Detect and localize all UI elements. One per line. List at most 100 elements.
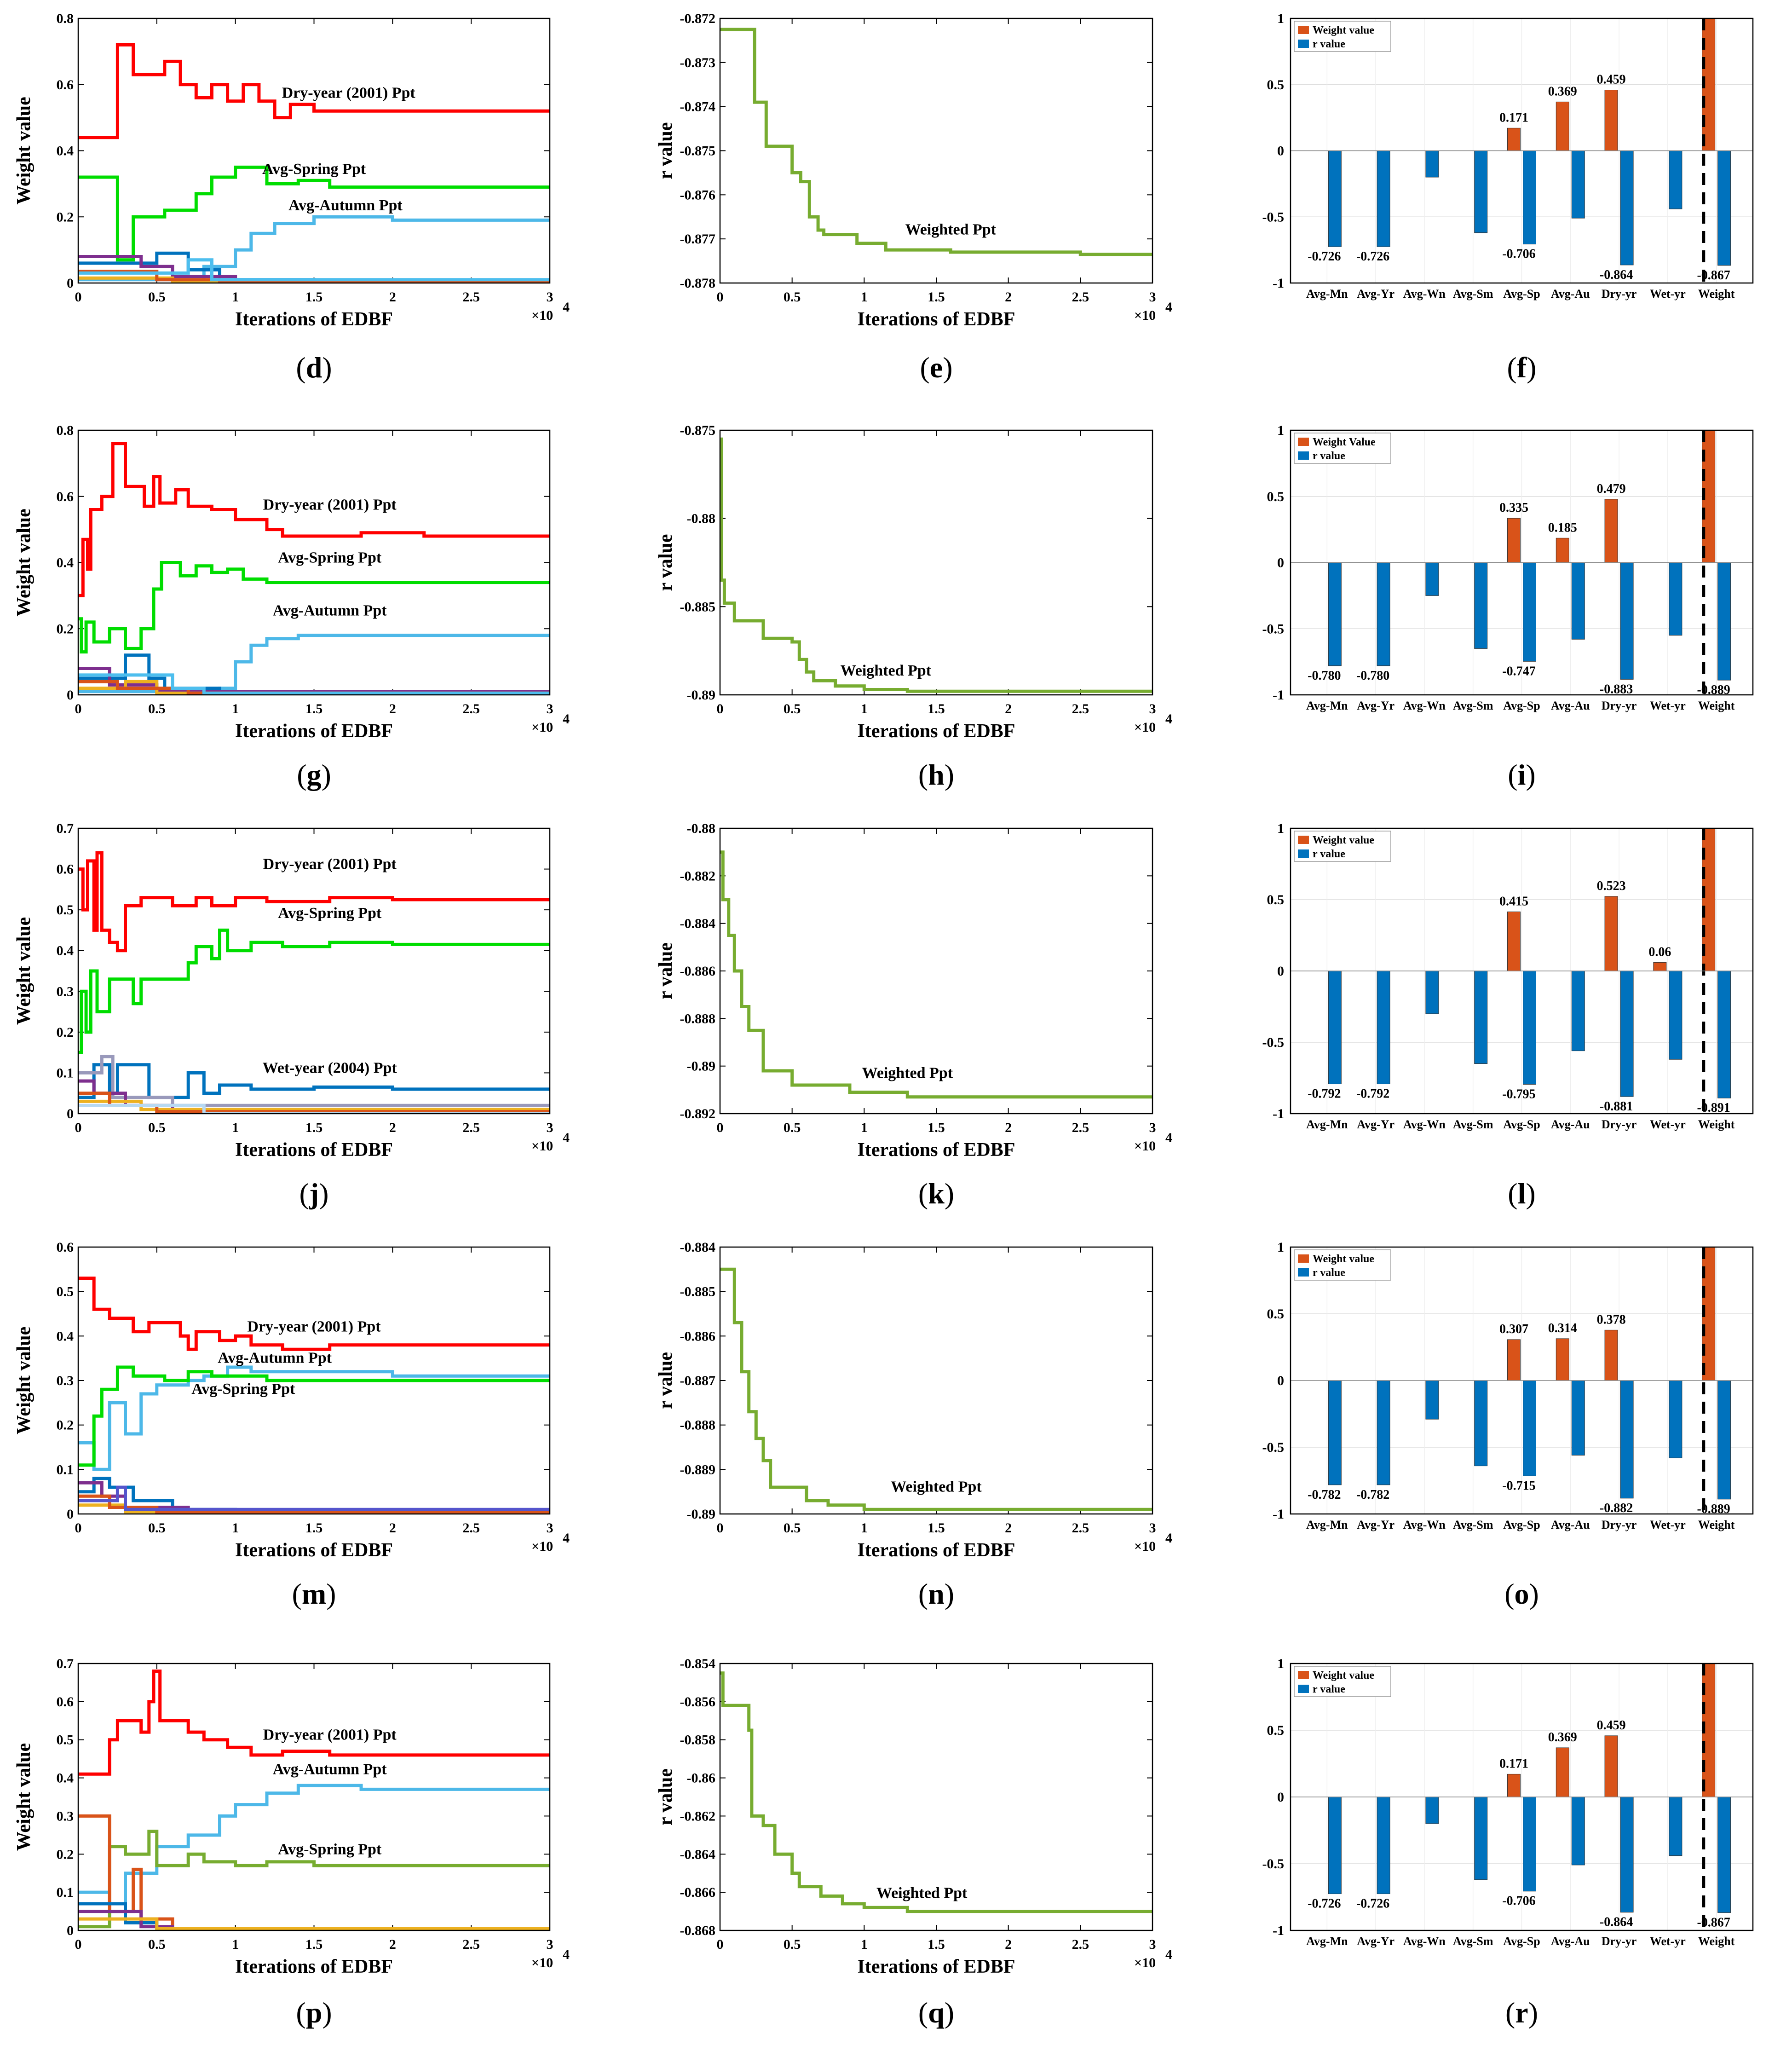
x-tick-label: 0.5 <box>148 1120 166 1135</box>
legend-box <box>1294 21 1391 52</box>
series-line-aux-6 <box>78 1917 550 1930</box>
category-label: Avg-Sm <box>1453 699 1493 712</box>
weight-data-label: 0.523 <box>1597 879 1626 893</box>
y-tick-label: -0.89 <box>687 1507 716 1522</box>
r-bar <box>1328 1797 1342 1895</box>
plot-frame <box>1290 1246 1754 1515</box>
y-tick-label: 0 <box>1277 1373 1284 1388</box>
y-tick-label: -0.89 <box>687 687 716 703</box>
y-tick-label: -0.885 <box>680 1284 716 1300</box>
plot-frame <box>719 1663 1153 1931</box>
y-tick-label: 0.5 <box>1267 489 1285 504</box>
r-data-label: -0.882 <box>1600 1501 1633 1515</box>
weight-bar <box>1604 1735 1618 1797</box>
legend-swatch-r <box>1298 1685 1309 1693</box>
series-group <box>78 851 550 1114</box>
category-label: Weight <box>1698 699 1735 712</box>
category-label: Dry-yr <box>1602 1118 1637 1131</box>
weight-bar <box>1604 499 1618 563</box>
y-tick-label: -0.892 <box>680 1106 716 1121</box>
category-label: Avg-Yr <box>1357 287 1394 300</box>
y-tick-label: 0 <box>1277 1790 1284 1805</box>
weight-data-label: 0.415 <box>1499 894 1528 908</box>
category-label: Wet-yr <box>1650 1518 1686 1531</box>
r-bar <box>1328 971 1342 1085</box>
category-label: Avg-Yr <box>1357 1118 1394 1131</box>
category-label: Avg-Mn <box>1306 1118 1348 1131</box>
series-annotation: Weighted Ppt <box>862 1065 953 1082</box>
plot-area <box>720 1247 1152 1514</box>
category-label: Avg-Yr <box>1357 699 1394 712</box>
x-tick-label: 1.5 <box>928 701 945 716</box>
x-tick-label: 0 <box>75 1937 82 1952</box>
series-annotation: Weighted Ppt <box>876 1885 968 1902</box>
y-tick-label: 0.2 <box>57 1418 74 1433</box>
x-tick-label: 0 <box>717 1520 724 1536</box>
y-tick-label: -0.854 <box>680 1656 716 1671</box>
x-tick-label: 0.5 <box>784 289 801 305</box>
r-bar <box>1571 150 1585 219</box>
chart-panel-e: 0 0.5 1 1.5 2 2.5 3 -0.878 -0.877 -0.876 -0.875 -0.… <box>655 11 1172 384</box>
r-bar <box>1717 1797 1731 1913</box>
series-annotation: Dry-year (2001) Ppt <box>263 1727 397 1744</box>
r-bar <box>1377 150 1390 247</box>
r-bar <box>1328 150 1342 247</box>
y-tick-label: -0.856 <box>680 1694 716 1710</box>
series-annotation: Avg-Autumn Ppt <box>273 602 387 619</box>
r-data-label: -0.780 <box>1308 669 1341 683</box>
y-axis-label: Weight value <box>13 1327 35 1435</box>
y-tick-label: 0 <box>67 1923 74 1938</box>
x-axis-label: Iterations of EDBF <box>858 721 1015 742</box>
series-line-aux-3 <box>78 1814 550 1930</box>
category-label: Dry-yr <box>1602 1935 1637 1948</box>
r-data-label: -0.782 <box>1308 1488 1341 1502</box>
chart-panel-p: 0 0.5 1 1.5 2 2.5 3 0 0.1 0.2 0.3 0.4 0.5 0.6 0.7 Dry-y… <box>13 1656 570 2029</box>
x-tick-label: 2.5 <box>462 1937 480 1952</box>
x-tick-label: 2.5 <box>462 1120 480 1135</box>
y-tick-label: -0.886 <box>680 964 716 979</box>
r-bar <box>1425 150 1439 178</box>
x-exponent: 4 <box>1165 300 1172 315</box>
weight-bar <box>1507 127 1521 151</box>
panel-label: (k) <box>918 1177 954 1210</box>
weight-bar <box>1507 1339 1521 1381</box>
x-exponent: 4 <box>1165 1130 1172 1145</box>
category-label: Avg-Au <box>1551 1518 1590 1531</box>
chart-panel-k: 0 0.5 1 1.5 2 2.5 3 -0.892 -0.89 -0.888 -0.886 -0.8… <box>655 821 1172 1210</box>
y-tick-label: -0.875 <box>680 144 716 159</box>
r-bar <box>1571 1797 1585 1866</box>
series-annotation: Avg-Spring Ppt <box>278 549 382 566</box>
weight-bar <box>1507 518 1521 563</box>
r-bar <box>1669 150 1683 209</box>
weight-bar <box>1507 1773 1521 1797</box>
r-data-label: -0.883 <box>1600 682 1633 696</box>
y-tick-label: 0.5 <box>57 1733 74 1748</box>
series-annotation: Avg-Autumn Ppt <box>288 197 403 214</box>
r-bar <box>1377 562 1390 666</box>
y-tick-label: -0.888 <box>680 1011 716 1026</box>
r-bar <box>1474 1797 1488 1880</box>
x-tick-label: 0 <box>717 1120 724 1135</box>
x-tick-label: 2.5 <box>1072 1120 1089 1135</box>
category-label: Wet-yr <box>1650 1118 1686 1131</box>
panel-label: (q) <box>918 1996 954 2029</box>
r-bar <box>1425 1380 1439 1420</box>
y-axis-label: r value <box>655 1768 676 1825</box>
series-line-weighted-ppt <box>720 1671 1152 1913</box>
r-data-label: -0.726 <box>1308 1897 1341 1911</box>
x-tick-label: 0.5 <box>784 1937 801 1952</box>
r-data-label: -0.782 <box>1356 1488 1389 1502</box>
r-bar <box>1377 1797 1390 1895</box>
x-tick-label: 0 <box>717 289 724 305</box>
plot-area <box>78 430 550 695</box>
x-axis-label: Iterations of EDBF <box>858 1540 1015 1561</box>
legend-swatch-weight <box>1298 836 1309 844</box>
r-bar <box>1620 150 1634 266</box>
x-tick-label: 2.5 <box>462 701 480 716</box>
x-tick-label: 2 <box>1005 701 1012 716</box>
y-tick-label: 0.6 <box>57 862 74 877</box>
y-tick-label: 0.2 <box>57 209 74 225</box>
category-label: Wet-yr <box>1650 287 1686 300</box>
y-tick-label: 0.6 <box>57 77 74 92</box>
plot-frame <box>1290 17 1754 284</box>
